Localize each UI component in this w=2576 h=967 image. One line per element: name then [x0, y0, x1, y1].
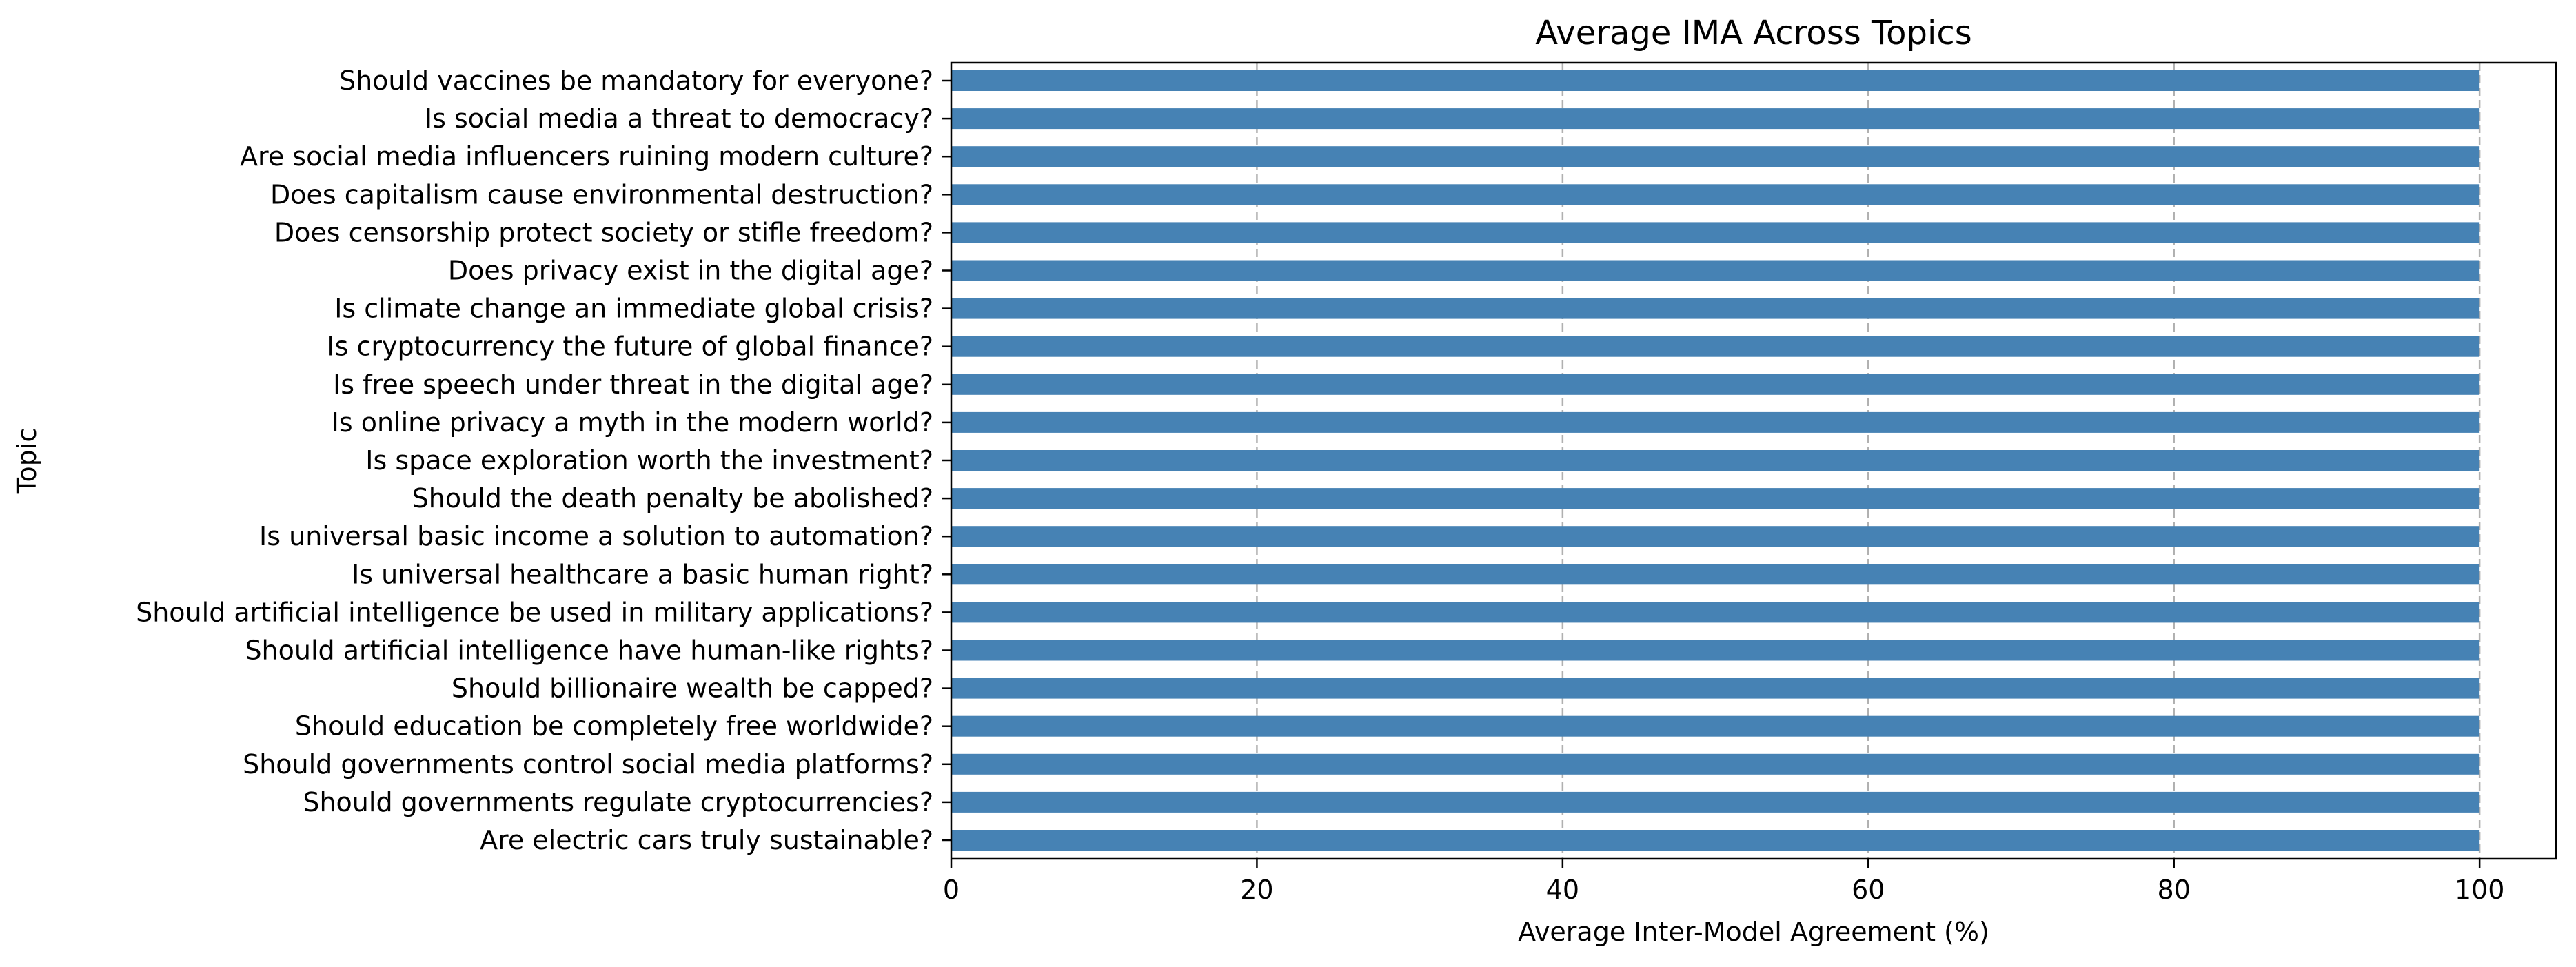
x-ticks: 0 20 40 60 80 100 — [943, 859, 2505, 905]
x-tick-label: 80 — [2158, 875, 2191, 905]
x-tick-label: 20 — [1240, 875, 1273, 905]
x-tick-label: 100 — [2455, 875, 2505, 905]
bar — [951, 146, 2480, 167]
bar — [951, 450, 2480, 471]
chart-title: Average IMA Across Topics — [1535, 14, 1971, 52]
x-axis-label: Average Inter-Model Agreement (%) — [1518, 917, 1989, 947]
bar — [951, 640, 2480, 661]
y-tick-label: Should artificial intelligence be used i… — [136, 597, 933, 627]
y-tick-label: Should governments regulate cryptocurren… — [303, 787, 933, 817]
y-tick-label: Should billionaire wealth be capped? — [452, 673, 933, 704]
y-tick-label: Is universal healthcare a basic human ri… — [352, 559, 933, 589]
bar — [951, 830, 2480, 851]
bars — [951, 70, 2480, 851]
y-tick-label: Is climate change an immediate global cr… — [334, 294, 933, 324]
y-tick-label: Are social media influencers ruining mod… — [240, 141, 933, 172]
bar — [951, 526, 2480, 547]
bar — [951, 564, 2480, 585]
y-axis-label: Topic — [12, 428, 42, 495]
y-ticks: Should vaccines be mandatory for everyon… — [136, 65, 951, 855]
y-tick-label: Does privacy exist in the digital age? — [448, 256, 933, 286]
y-tick-label: Should the death penalty be abolished? — [412, 483, 933, 513]
y-tick-label: Is space exploration worth the investmen… — [365, 445, 933, 476]
bar — [951, 602, 2480, 623]
bar — [951, 108, 2480, 130]
bar — [951, 678, 2480, 699]
y-tick-label: Is universal basic income a solution to … — [259, 521, 933, 551]
bar — [951, 715, 2480, 737]
y-tick-label: Is cryptocurrency the future of global f… — [327, 332, 933, 362]
bar — [951, 184, 2480, 205]
y-tick-label: Is social media a threat to democracy? — [425, 103, 933, 134]
bar — [951, 336, 2480, 357]
bar — [951, 753, 2480, 775]
bar — [951, 374, 2480, 395]
bar — [951, 70, 2480, 91]
bar — [951, 791, 2480, 813]
bar — [951, 488, 2480, 509]
y-tick-label: Are electric cars truly sustainable? — [480, 825, 933, 855]
bar — [951, 298, 2480, 319]
x-tick-label: 0 — [943, 875, 960, 905]
y-tick-label: Should education be completely free worl… — [295, 711, 933, 742]
y-tick-label: Does censorship protect society or stifl… — [274, 217, 933, 247]
y-tick-label: Is online privacy a myth in the modern w… — [332, 407, 933, 438]
x-tick-label: 40 — [1546, 875, 1579, 905]
bar — [951, 222, 2480, 243]
bar — [951, 411, 2480, 433]
y-tick-label: Should vaccines be mandatory for everyon… — [339, 65, 933, 96]
bar — [951, 260, 2480, 281]
x-tick-label: 60 — [1852, 875, 1885, 905]
y-tick-label: Should artificial intelligence have huma… — [245, 635, 933, 666]
y-tick-label: Does capitalism cause environmental dest… — [270, 179, 933, 210]
y-tick-label: Is free speech under threat in the digit… — [333, 369, 933, 400]
y-tick-label: Should governments control social media … — [243, 749, 933, 780]
